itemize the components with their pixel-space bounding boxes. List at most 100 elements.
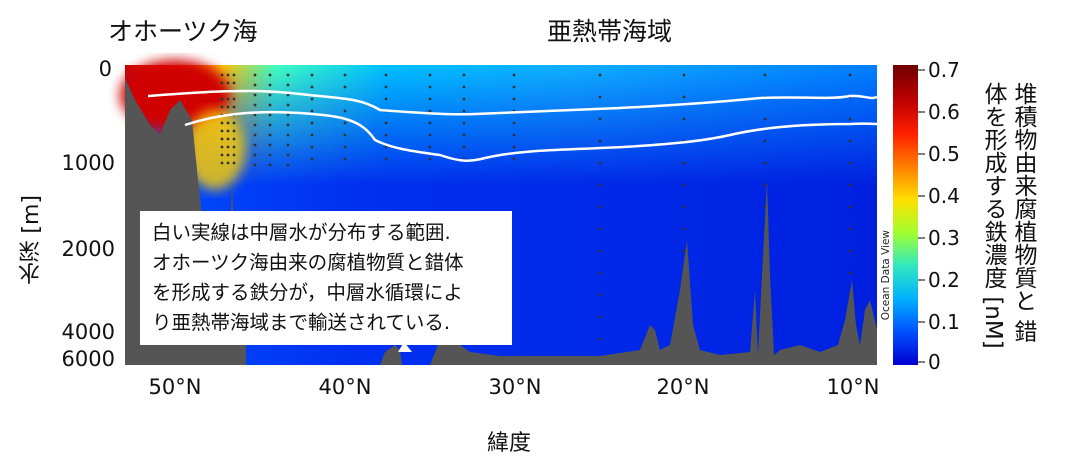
station-dot (226, 121, 230, 125)
station-dot (848, 139, 852, 143)
station-dot (848, 205, 852, 209)
annotation-line: 白い実線は中層水が分布する範囲. (152, 221, 451, 244)
colorbar-label-line: 堆積物由来腐植物質と (1010, 82, 1036, 312)
station-dot (286, 113, 290, 117)
station-dot (384, 133, 388, 137)
station-dot (310, 157, 314, 161)
x-tick-label: 40°N (318, 375, 372, 399)
station-dot (268, 133, 272, 137)
station-dot (253, 163, 257, 167)
station-dot (232, 97, 236, 101)
region-label-okhotsk: オホーツク海 (108, 17, 258, 46)
station-dot (682, 227, 686, 231)
region-label-subtropical: 亜熱帯海域 (547, 17, 673, 46)
station-dot (682, 183, 686, 187)
y-tick-label: 0 (98, 57, 112, 81)
station-dot (310, 85, 314, 89)
station-dot (310, 133, 314, 137)
station-dot (763, 117, 767, 121)
station-dot (598, 161, 602, 165)
station-dot (286, 93, 290, 97)
station-dot (763, 183, 767, 187)
station-dot (428, 109, 432, 113)
station-dot (220, 97, 224, 101)
station-dot (220, 153, 224, 157)
station-dot (226, 129, 230, 133)
station-dot (598, 117, 602, 121)
station-dot (763, 161, 767, 165)
station-dot (220, 161, 224, 165)
station-dot (310, 97, 314, 101)
high-concentration-layer (125, 65, 877, 185)
station-dot (598, 271, 602, 275)
station-dot (232, 105, 236, 109)
station-dot (848, 183, 852, 187)
colorbar-label-line: 錯体を形成する鉄濃度 (980, 82, 1036, 343)
station-dot (848, 271, 852, 275)
station-dot (343, 133, 347, 137)
station-dot (253, 73, 257, 77)
station-dot (512, 133, 516, 137)
station-dot (848, 227, 852, 231)
station-dot (682, 249, 686, 253)
station-dot (343, 157, 347, 161)
station-dot (428, 85, 432, 89)
y-tick-label: 4000 (61, 320, 115, 344)
x-tick-label: 10°N (826, 375, 880, 399)
station-dot (286, 73, 290, 77)
station-dot (763, 73, 767, 77)
station-dot (462, 73, 466, 77)
seafloor-topography (125, 78, 877, 365)
station-dot (232, 73, 236, 77)
station-dot (286, 123, 290, 127)
colorbar-tick-label: 0.1 (928, 310, 960, 334)
station-dot (220, 121, 224, 125)
station-dot (848, 161, 852, 165)
station-dot (226, 81, 230, 85)
station-dot (253, 133, 257, 137)
station-dot (268, 143, 272, 147)
colorbar-tick-label: 0.5 (928, 142, 960, 166)
y-tick-label: 2000 (61, 237, 115, 261)
station-dot (428, 133, 432, 137)
station-dot (512, 97, 516, 101)
annotation-line: を形成する鉄分が，中層水循環によ (152, 281, 463, 304)
station-dot (232, 121, 236, 125)
station-dot (232, 129, 236, 133)
station-dot (598, 249, 602, 253)
station-dot (220, 145, 224, 149)
station-dot (384, 85, 388, 89)
colorbar-tick-label: 0.2 (928, 268, 960, 292)
station-dot (286, 83, 290, 87)
okhotsk-yellow-patch (185, 110, 245, 190)
intermediate-water-lower-line (184, 110, 878, 162)
x-tick-label: 20°N (656, 375, 710, 399)
station-dot (253, 143, 257, 147)
station-dot (232, 153, 236, 157)
station-dot (226, 145, 230, 149)
station-dot (310, 109, 314, 113)
y-tick-label: 1000 (61, 151, 115, 175)
station-dot (682, 95, 686, 99)
station-dot (343, 109, 347, 113)
station-dot (226, 97, 230, 101)
station-dot (428, 121, 432, 125)
station-dot (253, 153, 257, 157)
station-dot (512, 157, 516, 161)
station-dot (462, 133, 466, 137)
station-dot (220, 129, 224, 133)
station-dot (226, 73, 230, 77)
station-dot (232, 81, 236, 85)
station-dot (268, 113, 272, 117)
station-dot (462, 121, 466, 125)
station-dot (848, 117, 852, 121)
station-dot (286, 163, 290, 167)
station-dot (268, 103, 272, 107)
colorbar-label-line: [nM] (980, 296, 1006, 349)
station-dot (286, 153, 290, 157)
station-dot (512, 145, 516, 149)
station-dot (462, 145, 466, 149)
station-dot (598, 139, 602, 143)
y-tick-label: 6000 (61, 347, 115, 371)
station-dot (682, 73, 686, 77)
